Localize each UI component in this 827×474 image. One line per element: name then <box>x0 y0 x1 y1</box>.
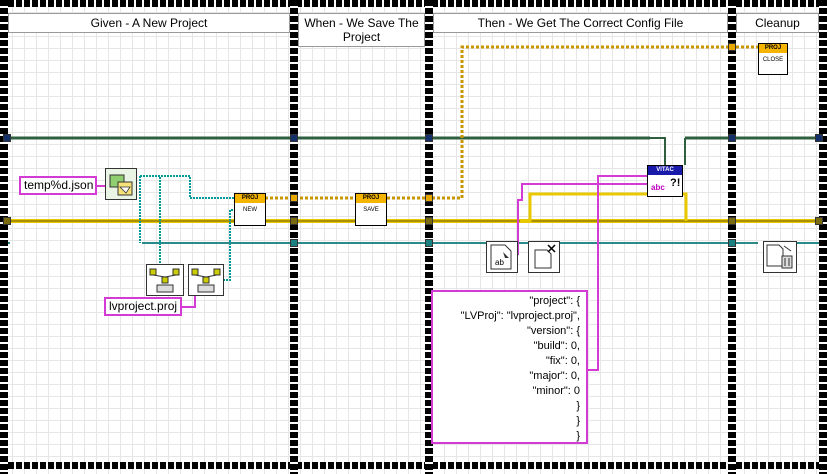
class-wire-save-close <box>387 45 758 200</box>
trash-file-icon <box>766 244 793 269</box>
tunnel-error-1[interactable] <box>290 217 298 225</box>
proj-new-subvi[interactable]: PROJ NEW <box>234 193 266 226</box>
delete-file-icon[interactable] <box>763 241 797 273</box>
frame-title-given: Given - A New Project <box>8 13 290 33</box>
expected-json-text: "project": { "LVProj": "lvproject.proj", "… <box>461 294 580 444</box>
path-pattern-constant[interactable]: temp%d.json <box>19 176 97 195</box>
tunnel-class-1[interactable] <box>290 194 298 202</box>
tunnel-ref-1[interactable] <box>290 239 298 247</box>
expected-json-line: "build": 0, <box>533 340 580 352</box>
cluster-wire-drop <box>650 137 666 165</box>
read-text-file-icon: ab <box>490 244 512 270</box>
temp-file-icon[interactable] <box>105 168 137 200</box>
proj-close-header: PROJ <box>759 44 787 53</box>
tunnel-ref-3[interactable] <box>728 239 736 247</box>
expected-json-constant[interactable]: "project": { "LVProj": "lvproject.proj", "… <box>431 290 588 444</box>
proj-save-label: SAVE <box>363 207 379 213</box>
proj-save-header: PROJ <box>356 194 386 203</box>
expected-json-line: "LVProj": "lvproject.proj", <box>460 310 580 322</box>
read-file-icon[interactable]: ab <box>486 241 518 273</box>
error-wire-from-vitac <box>683 192 688 221</box>
expected-json-line: "version": { <box>526 325 580 337</box>
proj-save-subvi[interactable]: PROJ SAVE <box>355 193 387 226</box>
vitac-header: VITAC <box>648 166 682 175</box>
tunnel-cluster-3[interactable] <box>728 134 736 142</box>
frame-right-border <box>819 0 827 474</box>
path-wire-build <box>223 209 234 281</box>
frame-title-cleanup: Cleanup <box>736 13 819 33</box>
frame-bottom-border <box>0 462 827 469</box>
proj-new-label: NEW <box>243 207 257 213</box>
frame-left-border <box>0 0 8 474</box>
expected-json-line: "fix": 0, <box>545 355 580 367</box>
frame-title-when: When - We Save The Project <box>298 13 425 47</box>
tunnel-error-left[interactable] <box>3 217 11 225</box>
hierarchy-icon <box>149 268 180 293</box>
expected-json-line: } <box>576 430 580 442</box>
expected-json-line: "project": { <box>529 295 580 307</box>
file-close-icon <box>534 244 556 269</box>
folder-file-icon <box>109 174 133 196</box>
proj-close-subvi[interactable]: PROJ CLOSE <box>758 43 788 75</box>
path-wire-to-new <box>140 175 234 199</box>
string-wire-actual <box>517 183 650 255</box>
path-wire-branch <box>140 175 161 265</box>
expected-json-line: } <box>576 415 580 427</box>
frame-top-border <box>0 0 827 7</box>
frame-title-then: Then - We Get The Correct Config File <box>433 13 728 33</box>
tunnel-cluster-right[interactable] <box>815 134 823 142</box>
tunnel-cluster-2[interactable] <box>425 134 433 142</box>
assert-icon: ?! <box>670 177 681 189</box>
svg-text:ab: ab <box>495 258 504 267</box>
tunnel-ref-2[interactable] <box>425 239 433 247</box>
tunnel-class-3[interactable] <box>728 43 736 51</box>
vitac-body: abc ?! <box>648 175 682 197</box>
vitac-assert-subvi[interactable]: VITAC abc ?! <box>647 165 683 197</box>
proj-close-label: CLOSE <box>762 57 784 63</box>
string-wire-expected <box>586 175 650 371</box>
frame-divider-3 <box>728 0 736 474</box>
error-wire-to-vitac <box>520 192 650 223</box>
hierarchy-icon-2 <box>191 268 221 293</box>
proj-new-header: PROJ <box>235 194 265 203</box>
expected-json-line: "major": 0, <box>529 370 580 382</box>
build-path-icon-1[interactable] <box>146 264 184 296</box>
frame-divider-1 <box>290 0 298 474</box>
tunnel-error-right[interactable] <box>815 217 823 225</box>
tunnel-error-3[interactable] <box>728 217 736 225</box>
tunnel-error-2[interactable] <box>425 217 433 225</box>
project-name-constant[interactable]: lvproject.proj <box>104 297 182 316</box>
frame-divider-2 <box>425 0 433 474</box>
tunnel-cluster-left[interactable] <box>3 134 11 142</box>
close-file-icon[interactable] <box>528 241 560 273</box>
build-path-icon-2[interactable] <box>188 264 224 296</box>
expected-json-line: } <box>576 400 580 412</box>
expected-json-line: "minor": 0 <box>532 385 580 397</box>
tunnel-cluster-1[interactable] <box>290 134 298 142</box>
vitac-label: abc <box>651 183 665 192</box>
tunnel-class-2[interactable] <box>425 194 433 202</box>
